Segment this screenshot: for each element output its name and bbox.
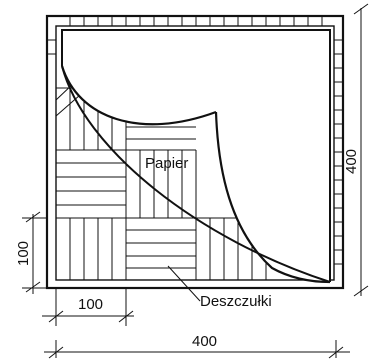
border-bricks-top xyxy=(69,16,323,26)
paper-sheet xyxy=(62,30,330,282)
dimension-right-400-label: 400 xyxy=(343,149,360,174)
border-bricks-right xyxy=(334,39,343,265)
strips-leader-line xyxy=(167,265,201,302)
paper-top-edge xyxy=(61,29,331,282)
dimension-bottom-100-label: 100 xyxy=(78,296,103,313)
paper-right-edge xyxy=(214,111,331,284)
dimension-bottom-100 xyxy=(42,288,134,326)
strips-label: Deszczułki xyxy=(200,293,272,310)
inner-frame xyxy=(55,25,335,281)
paper-fold-line xyxy=(61,65,331,283)
paper-label: Papier xyxy=(145,155,188,172)
dimension-left-100-label: 100 xyxy=(15,241,32,266)
dimension-right-400 xyxy=(353,3,369,297)
paper-curl-edge xyxy=(60,65,217,126)
dimension-bottom-400 xyxy=(44,340,350,359)
border-bricks-left xyxy=(47,39,56,55)
dimension-left-100 xyxy=(22,211,46,294)
dimension-bottom-400-label: 400 xyxy=(192,333,217,350)
